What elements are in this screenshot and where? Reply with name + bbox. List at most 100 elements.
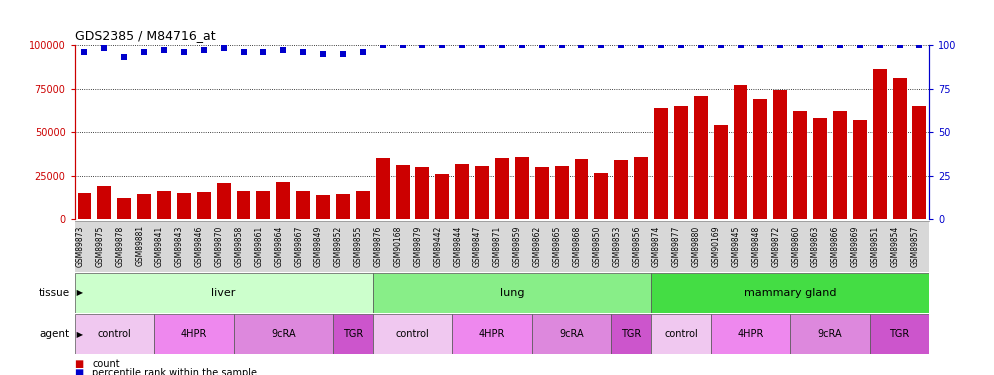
Text: GSM90169: GSM90169 — [712, 225, 721, 267]
Text: GSM89870: GSM89870 — [215, 225, 224, 267]
Bar — [515, 158, 529, 219]
Bar — [336, 194, 350, 219]
Bar — [634, 158, 648, 219]
Text: control: control — [396, 329, 429, 339]
Bar — [532, 314, 611, 354]
Text: GSM89861: GSM89861 — [254, 225, 263, 267]
Text: TGR: TGR — [890, 329, 910, 339]
Bar — [217, 183, 231, 219]
Bar — [197, 192, 211, 219]
Text: GSM90168: GSM90168 — [394, 225, 403, 267]
Text: GSM89859: GSM89859 — [513, 225, 522, 267]
Text: GSM89442: GSM89442 — [433, 225, 442, 267]
Text: GSM89875: GSM89875 — [95, 225, 104, 267]
Text: ▶: ▶ — [74, 288, 83, 297]
Text: GSM89880: GSM89880 — [692, 225, 701, 267]
Bar — [714, 125, 728, 219]
Bar — [790, 314, 870, 354]
Text: GDS2385 / M84716_at: GDS2385 / M84716_at — [75, 30, 215, 42]
Bar — [333, 314, 373, 354]
Text: GSM89862: GSM89862 — [533, 225, 542, 267]
Text: GSM89874: GSM89874 — [652, 225, 661, 267]
Bar — [157, 192, 171, 219]
Bar — [651, 314, 711, 354]
Text: 9cRA: 9cRA — [271, 329, 295, 339]
Bar — [651, 273, 929, 313]
Bar — [674, 106, 688, 219]
Text: GSM89881: GSM89881 — [135, 225, 144, 266]
Bar — [853, 120, 867, 219]
Bar — [276, 182, 290, 219]
Bar — [793, 111, 807, 219]
Text: GSM89860: GSM89860 — [791, 225, 800, 267]
Text: ■: ■ — [75, 368, 83, 375]
Text: GSM89852: GSM89852 — [334, 225, 343, 267]
Bar — [495, 158, 509, 219]
Text: 4HPR: 4HPR — [181, 329, 207, 339]
Bar — [415, 167, 429, 219]
Bar — [575, 159, 588, 219]
Text: control: control — [664, 329, 698, 339]
Bar — [753, 99, 767, 219]
Text: GSM89851: GSM89851 — [871, 225, 880, 267]
Bar — [237, 190, 250, 219]
Bar — [711, 314, 790, 354]
Bar — [396, 165, 410, 219]
Text: tissue: tissue — [39, 288, 70, 298]
Bar — [117, 198, 131, 219]
Text: GSM89858: GSM89858 — [235, 225, 244, 267]
Text: GSM89849: GSM89849 — [314, 225, 323, 267]
Bar — [773, 90, 787, 219]
Bar — [75, 314, 154, 354]
Text: GSM89845: GSM89845 — [732, 225, 741, 267]
Text: 4HPR: 4HPR — [738, 329, 763, 339]
Text: GSM89868: GSM89868 — [573, 225, 581, 267]
Bar — [614, 160, 628, 219]
Bar — [373, 314, 452, 354]
Text: GSM89854: GSM89854 — [891, 225, 900, 267]
Bar — [435, 174, 449, 219]
Text: ▶: ▶ — [74, 330, 83, 339]
Text: GSM89847: GSM89847 — [473, 225, 482, 267]
Text: liver: liver — [212, 288, 236, 298]
Text: GSM89873: GSM89873 — [76, 225, 84, 267]
Text: GSM89857: GSM89857 — [911, 225, 919, 267]
Text: lung: lung — [500, 288, 524, 298]
Bar — [654, 108, 668, 219]
Bar — [813, 118, 827, 219]
Text: GSM89877: GSM89877 — [672, 225, 681, 267]
Bar — [455, 164, 469, 219]
Bar — [734, 85, 747, 219]
Bar — [97, 186, 111, 219]
Bar — [475, 166, 489, 219]
Bar — [296, 190, 310, 219]
Bar — [137, 194, 151, 219]
Bar — [694, 96, 708, 219]
Text: control: control — [97, 329, 131, 339]
Bar — [373, 273, 651, 313]
Text: GSM89853: GSM89853 — [612, 225, 621, 267]
Text: GSM89848: GSM89848 — [751, 225, 760, 267]
Bar — [452, 314, 532, 354]
Bar — [78, 193, 91, 219]
Text: GSM89872: GSM89872 — [771, 225, 780, 267]
Bar — [356, 190, 370, 219]
Bar — [555, 166, 569, 219]
Text: percentile rank within the sample: percentile rank within the sample — [92, 368, 257, 375]
Bar — [912, 106, 926, 219]
Bar — [376, 158, 390, 219]
Text: 4HPR: 4HPR — [479, 329, 505, 339]
Text: agent: agent — [40, 329, 70, 339]
Text: count: count — [92, 359, 120, 369]
Text: 9cRA: 9cRA — [818, 329, 842, 339]
Text: GSM89841: GSM89841 — [155, 225, 164, 267]
Bar — [611, 314, 651, 354]
Bar — [594, 173, 608, 219]
Bar — [234, 314, 333, 354]
Bar — [256, 192, 270, 219]
Text: 9cRA: 9cRA — [560, 329, 583, 339]
Text: GSM89867: GSM89867 — [294, 225, 303, 267]
Bar — [177, 193, 191, 219]
Text: GSM89879: GSM89879 — [414, 225, 422, 267]
Text: GSM89863: GSM89863 — [811, 225, 820, 267]
